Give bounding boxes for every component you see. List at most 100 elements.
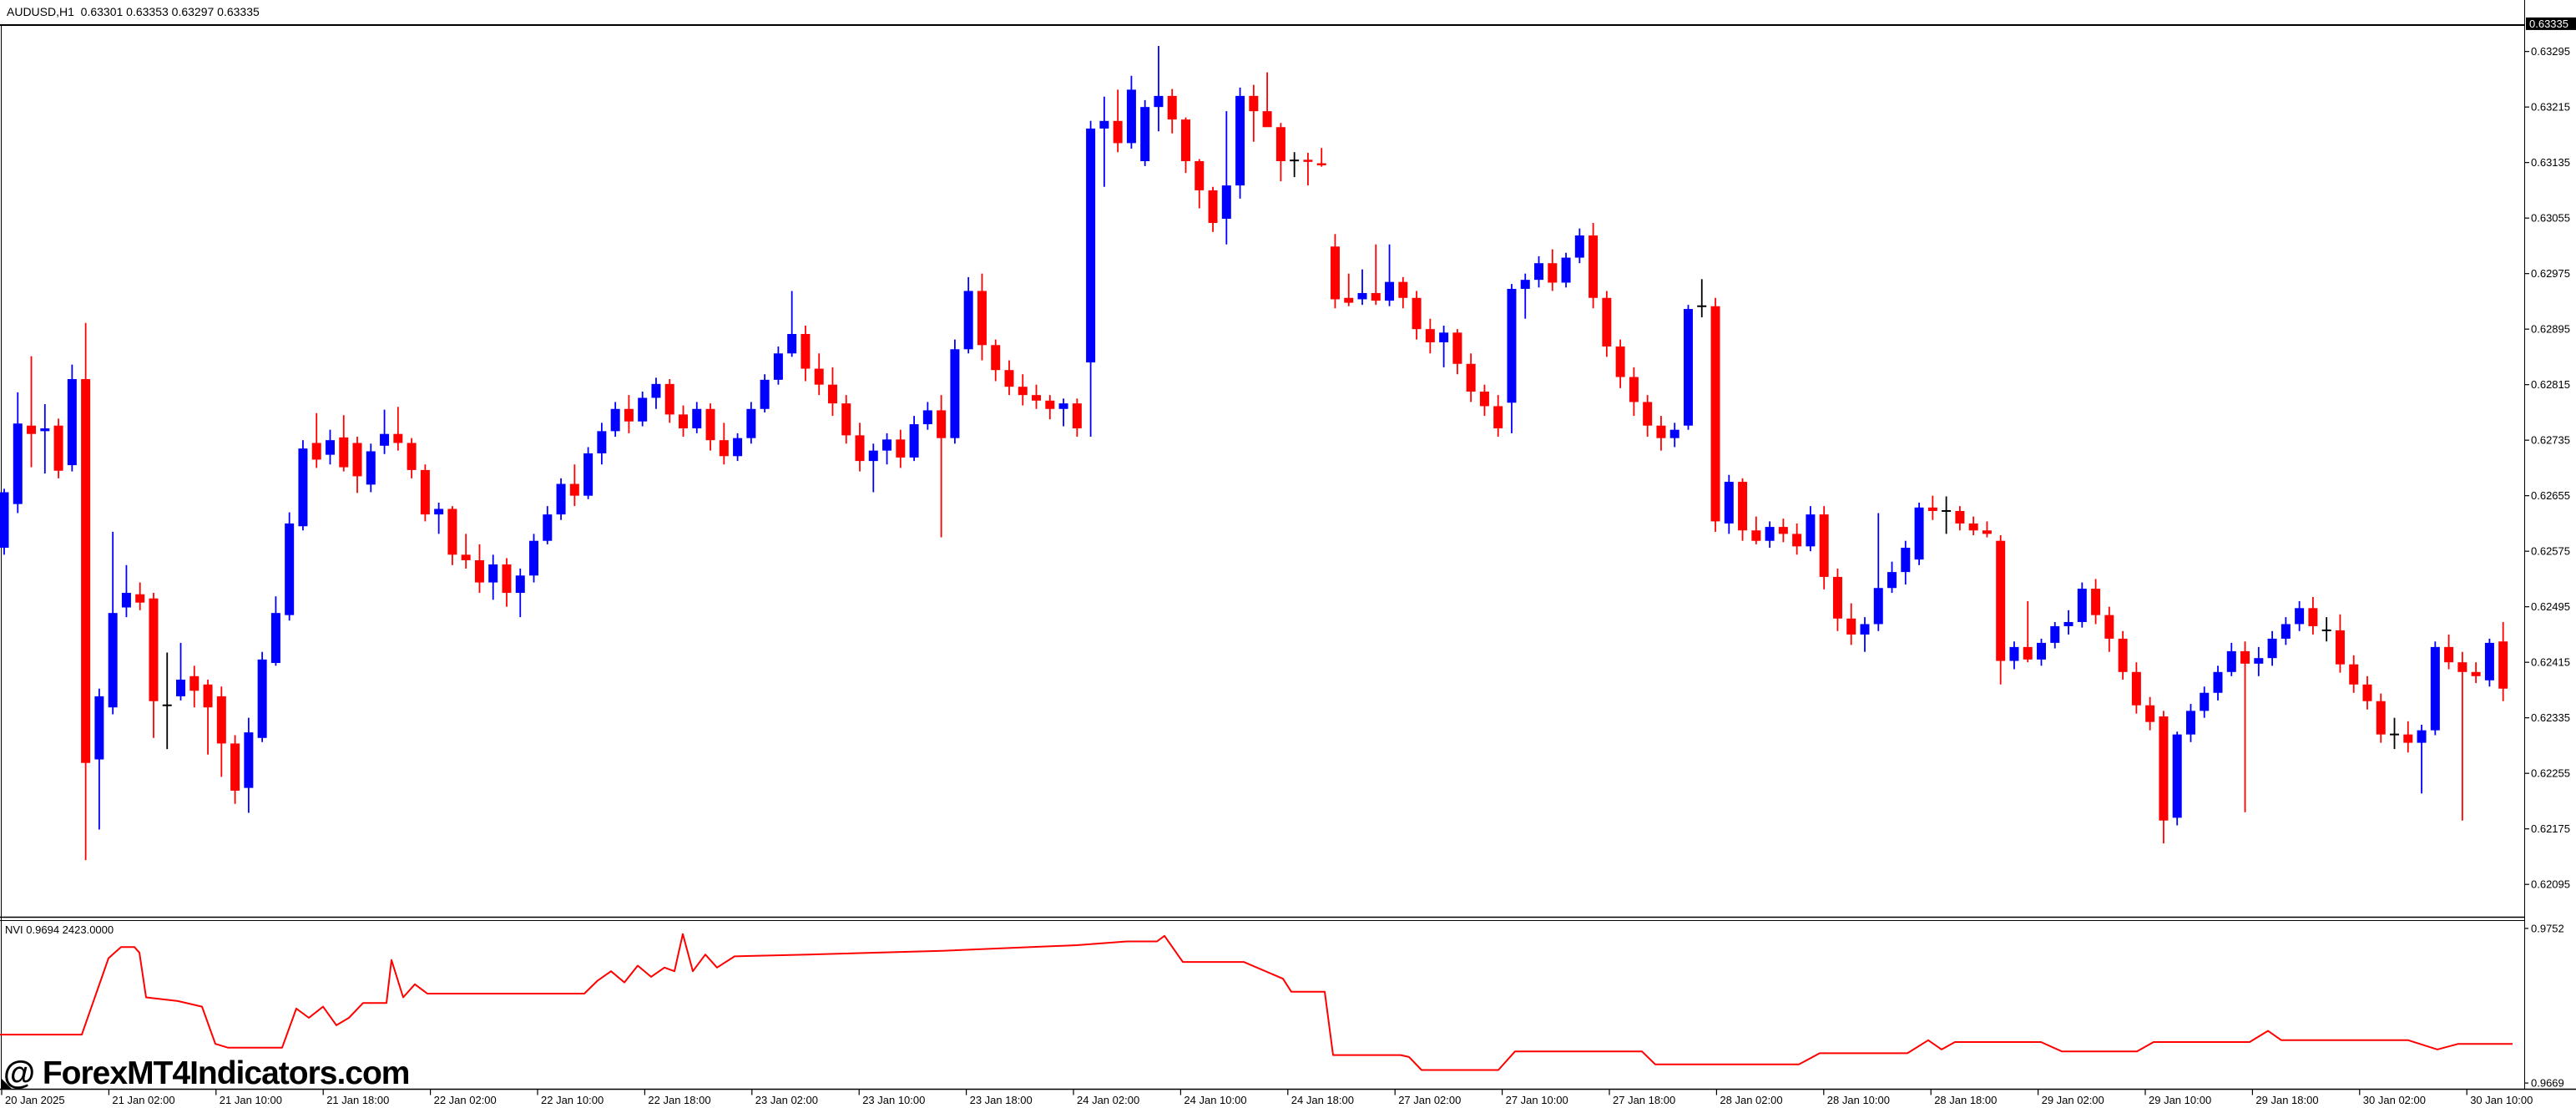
candle-body (597, 431, 607, 453)
candle-body (2484, 642, 2494, 680)
time-axis-label: 24 Jan 18:00 (1291, 1094, 1354, 1106)
candle-body (1180, 119, 1190, 162)
nvi-polyline (0, 933, 2513, 1071)
price-axis-label: 0.63295 (2531, 45, 2570, 58)
candle-doji-dash (1697, 305, 1707, 307)
candle-body (1452, 332, 1462, 364)
time-axis-label: 27 Jan 10:00 (1506, 1094, 1568, 1106)
candle-body (2362, 684, 2372, 701)
candle-body (1656, 425, 1666, 438)
candle-body (2200, 692, 2210, 711)
candle-body (285, 523, 295, 615)
candle-body (2444, 646, 2454, 663)
candle-body (977, 291, 987, 346)
candle-body (991, 345, 1001, 371)
candle-body (1561, 257, 1571, 283)
candle-body (1344, 297, 1354, 303)
candle-body (1072, 403, 1082, 429)
time-axis[interactable]: 20 Jan 2025 21 Jan 02:00 21 Jan 10:00 21 Ja… (1, 1089, 2533, 1107)
candle-body (434, 508, 444, 515)
candle-body (1140, 107, 1150, 162)
price-axis-label: 0.63135 (2531, 156, 2570, 169)
candle-body (1385, 281, 1395, 301)
indicator-axis[interactable]: 0.9752 0.9669 (2524, 922, 2564, 1090)
time-axis-label: 23 Jan 18:00 (970, 1094, 1033, 1106)
candle-body (270, 613, 280, 664)
candle-body (461, 554, 471, 560)
candle-body (40, 428, 50, 432)
candle-body (1004, 370, 1014, 387)
time-axis-label: 28 Jan 10:00 (1827, 1094, 1890, 1106)
candle-body (2104, 615, 2114, 639)
candle-body (1398, 281, 1408, 298)
candle-body (1765, 527, 1775, 541)
candle-body (733, 438, 743, 457)
candle-body (2281, 624, 2291, 639)
price-axis-label: 0.62575 (2531, 545, 2570, 558)
candle-doji-dash (2390, 733, 2400, 736)
candle-body (664, 383, 674, 415)
candle-body (1466, 363, 1476, 392)
candle-body (149, 598, 159, 701)
candle-body (1479, 391, 1489, 407)
candle-body (311, 443, 321, 460)
candle-body (543, 514, 553, 541)
price-axis-label: 0.62335 (2531, 711, 2570, 724)
corner-triangle-icon (1, 1078, 13, 1090)
candle-body (651, 383, 661, 398)
candle-body (1195, 161, 1205, 190)
candle-body (692, 408, 702, 429)
price-axis-label: 0.62975 (2531, 267, 2570, 280)
candle-body (1303, 159, 1313, 162)
candle-body (569, 483, 579, 496)
candle-body (1792, 534, 1802, 547)
time-axis-label: 23 Jan 10:00 (862, 1094, 925, 1106)
time-axis-label: 29 Jan 02:00 (2042, 1094, 2104, 1106)
candle-body (2498, 641, 2508, 689)
symbol-ohlc-label: AUDUSD,H1 0.63301 0.63353 0.63297 0.6333… (7, 5, 260, 18)
candle-body (2295, 608, 2305, 625)
candle-body (610, 408, 620, 432)
candle-body (1208, 190, 1218, 223)
candle-body (407, 443, 417, 470)
candle-body (679, 414, 688, 429)
candle-body (556, 483, 566, 515)
candle-body (1819, 514, 1829, 577)
indicator-axis-label: 0.9669 (2531, 1077, 2564, 1090)
candle-body (841, 403, 851, 436)
candle-body (922, 410, 932, 425)
watermark-text: @ ForexMT4Indicators.com (3, 1055, 410, 1091)
candle-body (108, 613, 118, 708)
candle-body (13, 423, 23, 504)
candle-body (1493, 406, 1503, 429)
candle-body (0, 492, 9, 549)
candle-body (2131, 671, 2141, 706)
candle-body (393, 433, 403, 443)
price-axis[interactable]: 0.63295 0.63215 0.63135 0.63055 0.62975 0.628… (2524, 45, 2570, 891)
candles-group[interactable] (0, 46, 2508, 861)
candle-body (380, 433, 390, 446)
price-axis-label: 0.62655 (2531, 489, 2570, 502)
candle-body (2213, 671, 2223, 693)
candle-body (1316, 163, 1326, 165)
candle-body (81, 379, 91, 763)
candle-body (773, 353, 783, 380)
candle-body (1778, 527, 1788, 534)
candle-body (1249, 95, 1259, 112)
candle-body (2430, 646, 2440, 731)
price-axis-label: 0.62495 (2531, 600, 2570, 613)
candle-body (53, 425, 63, 471)
candle-body (2403, 734, 2413, 743)
price-axis-label: 0.62255 (2531, 767, 2570, 780)
time-axis-label: 24 Jan 10:00 (1184, 1094, 1246, 1106)
candle-body (1806, 514, 1816, 547)
indicator-axis-label: 0.9752 (2531, 922, 2564, 934)
candle-body (705, 408, 715, 441)
candle-body (2118, 638, 2128, 672)
price-axis-label: 0.62895 (2531, 323, 2570, 336)
candle-body (1751, 530, 1761, 541)
candle-body (1589, 235, 1599, 298)
candle-body (909, 424, 919, 458)
